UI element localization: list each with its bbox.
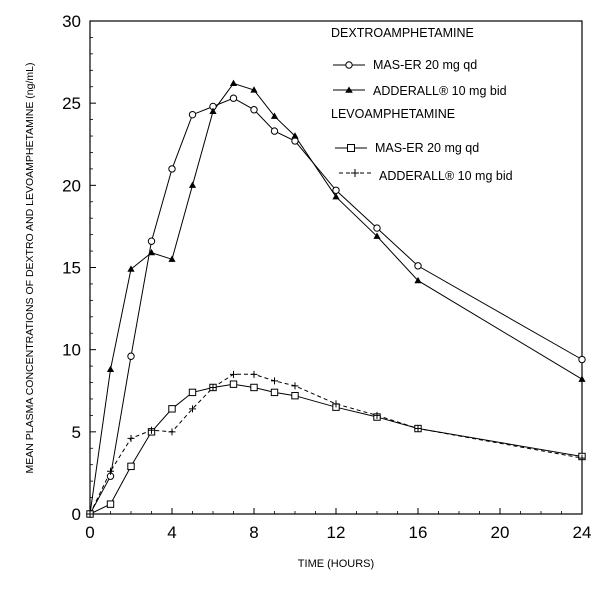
data-point-circle bbox=[127, 352, 135, 360]
x-axis: 0 4 8 12 16 20 24 bbox=[85, 508, 591, 542]
data-point-plus bbox=[189, 405, 196, 413]
data-point-circle bbox=[332, 186, 340, 194]
data-point-plus bbox=[127, 434, 135, 442]
data-point-circle bbox=[229, 94, 238, 102]
x-axis-label: TIME (HOURS) bbox=[298, 558, 374, 570]
y-tick-label: 5 bbox=[72, 423, 81, 442]
data-point-square bbox=[106, 500, 115, 508]
data-point-square bbox=[291, 391, 299, 400]
x-tick-label: 24 bbox=[573, 523, 592, 542]
data-point-plus bbox=[332, 400, 340, 408]
data-point-plus bbox=[209, 383, 217, 391]
y-tick-label: 30 bbox=[62, 12, 81, 31]
data-point-plus bbox=[414, 425, 422, 433]
legend-marker-circle bbox=[345, 61, 353, 69]
data-point-triangle bbox=[229, 79, 238, 87]
series-markers bbox=[86, 79, 586, 518]
data-point-triangle bbox=[373, 232, 381, 239]
data-point-circle bbox=[373, 224, 381, 232]
y-tick-label: 25 bbox=[62, 94, 81, 113]
data-point-triangle bbox=[168, 255, 176, 262]
data-point-triangle bbox=[188, 181, 197, 188]
legend-marker-triangle bbox=[345, 86, 353, 93]
data-point-plus bbox=[578, 454, 586, 462]
legend-label-dextro-adderall: ADDERALL® 10 mg bid bbox=[373, 84, 507, 98]
data-point-square bbox=[250, 383, 258, 392]
x-tick-label: 0 bbox=[85, 523, 94, 542]
data-point-triangle bbox=[332, 193, 340, 200]
legend-heading-levo: LEVOAMPHETAMINE bbox=[331, 107, 455, 121]
data-point-plus bbox=[291, 382, 299, 390]
data-point-circle bbox=[188, 110, 197, 119]
data-point-circle bbox=[270, 127, 279, 135]
y-axis: 0 5 10 15 20 25 30 bbox=[62, 12, 96, 524]
y-tick-label: 0 bbox=[72, 505, 81, 524]
data-point-square bbox=[168, 405, 176, 413]
y-tick-label: 10 bbox=[62, 341, 81, 360]
data-point-triangle bbox=[147, 248, 156, 256]
data-point-triangle bbox=[270, 112, 279, 119]
legend-heading-dextro: DEXTROAMPHETAMINE bbox=[331, 26, 474, 40]
data-point-square bbox=[127, 462, 135, 471]
data-point-triangle bbox=[250, 86, 258, 93]
legend-label-dextro-maser: MAS-ER 20 mg qd bbox=[373, 58, 477, 72]
x-tick-label: 4 bbox=[167, 523, 176, 542]
data-point-circle bbox=[291, 137, 299, 145]
series-line-0 bbox=[89, 97, 583, 515]
data-point-circle bbox=[147, 237, 156, 245]
y-axis-label: MEAN PLASMA CONCENTRATIONS OF DEXTRO AND… bbox=[24, 63, 36, 474]
data-point-circle bbox=[578, 355, 586, 364]
data-point-triangle bbox=[414, 276, 422, 284]
data-point-plus bbox=[250, 370, 258, 378]
x-tick-label: 8 bbox=[249, 523, 258, 542]
legend-label-levo-adderall: ADDERALL® 10 mg bid bbox=[379, 169, 513, 183]
data-point-triangle bbox=[209, 107, 217, 114]
data-point-square bbox=[270, 388, 279, 397]
data-point-plus bbox=[271, 377, 278, 385]
y-tick-label: 15 bbox=[62, 259, 81, 278]
data-point-triangle bbox=[127, 265, 135, 272]
x-tick-label: 12 bbox=[327, 523, 346, 542]
plot-frame bbox=[89, 20, 583, 515]
legend-marker-plus bbox=[351, 169, 359, 177]
data-point-plus bbox=[107, 467, 114, 475]
legend: DEXTROAMPHETAMINE MAS-ER 20 mg qd ADDERA… bbox=[331, 26, 513, 183]
data-point-square bbox=[229, 380, 238, 388]
data-point-circle bbox=[414, 262, 422, 270]
data-point-plus bbox=[373, 411, 381, 419]
data-point-triangle bbox=[106, 365, 115, 372]
data-point-triangle bbox=[578, 375, 586, 382]
legend-marker-square bbox=[347, 144, 355, 152]
data-point-plus bbox=[148, 426, 155, 434]
legend-label-levo-maser: MAS-ER 20 mg qd bbox=[375, 141, 479, 155]
data-point-plus bbox=[230, 370, 237, 378]
data-point-plus bbox=[168, 428, 176, 436]
data-point-triangle bbox=[291, 132, 299, 139]
y-tick-label: 20 bbox=[62, 176, 81, 195]
x-tick-label: 20 bbox=[491, 523, 510, 542]
data-point-plus bbox=[86, 510, 94, 518]
data-point-square bbox=[188, 388, 197, 397]
data-point-circle bbox=[250, 106, 258, 114]
data-point-circle bbox=[168, 165, 176, 173]
x-tick-label: 16 bbox=[409, 523, 428, 542]
